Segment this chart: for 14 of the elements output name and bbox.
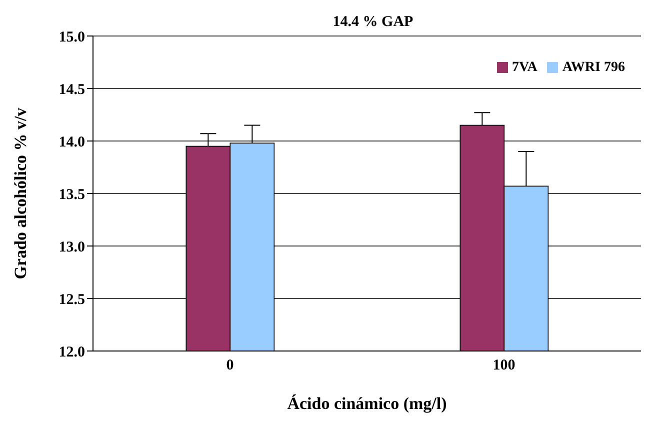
legend-label: AWRI 796 xyxy=(562,60,625,75)
y-tick-label: 12.5 xyxy=(58,292,85,308)
y-tick-label: 13.5 xyxy=(58,186,85,203)
y-tick-label: 15.0 xyxy=(58,29,85,46)
x-tick-label: 0 xyxy=(226,358,234,374)
y-tick-label: 14.5 xyxy=(58,82,85,98)
x-axis-title: Ácido cinámico (mg/l) xyxy=(287,394,447,413)
y-tick-label: 14.0 xyxy=(58,134,85,150)
chart-title: 14.4 % GAP xyxy=(332,14,414,31)
x-tick-label: 100 xyxy=(492,358,516,374)
legend-label: 7VA xyxy=(512,60,538,75)
y-tick-label: 12.0 xyxy=(58,344,85,360)
y-tick-label: 13.0 xyxy=(58,239,85,256)
y-axis-title: Grado alcohólico % v/v xyxy=(11,107,30,280)
